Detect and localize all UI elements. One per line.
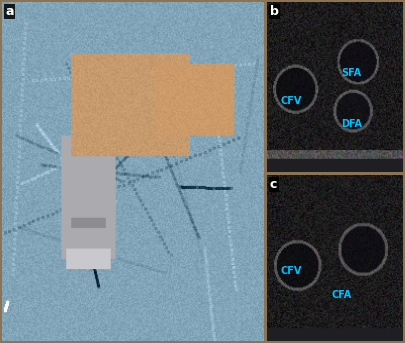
Text: CFV: CFV: [281, 96, 302, 106]
Text: DFA: DFA: [341, 119, 362, 129]
Text: CFA: CFA: [332, 289, 352, 299]
Text: SFA: SFA: [341, 68, 361, 79]
Text: CFV: CFV: [281, 266, 302, 276]
Text: b: b: [270, 5, 279, 18]
Text: a: a: [5, 5, 13, 18]
Text: c: c: [270, 178, 277, 191]
